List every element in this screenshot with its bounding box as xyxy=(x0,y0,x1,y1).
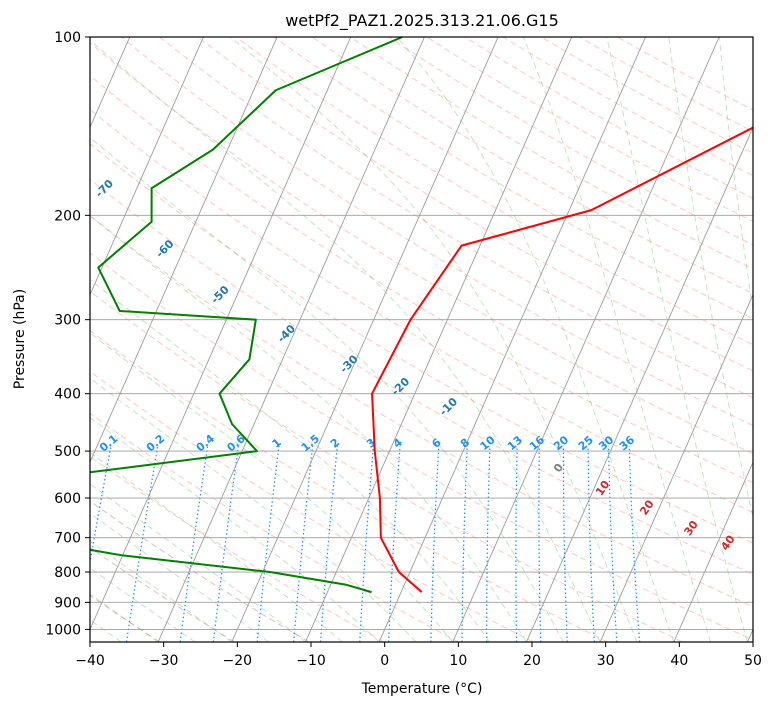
isotherm xyxy=(157,37,425,642)
isotherm xyxy=(673,460,753,642)
x-tick-label: 0 xyxy=(380,653,389,669)
y-tick-label: 600 xyxy=(54,491,81,507)
isotherm xyxy=(526,126,753,642)
moist-adiabats xyxy=(90,37,753,642)
isotherm xyxy=(599,293,753,642)
isotherm xyxy=(452,37,720,642)
dry-adiabat xyxy=(121,37,753,427)
x-tick-label: 40 xyxy=(670,653,688,669)
dry-adiabat xyxy=(90,370,534,642)
isotherm xyxy=(231,37,499,642)
y-axis-label: Pressure (hPa) xyxy=(12,289,28,389)
x-tick-label: 20 xyxy=(523,653,541,669)
dry-adiabat xyxy=(90,143,753,544)
profiles xyxy=(90,37,753,594)
y-tick-label: 300 xyxy=(54,313,81,329)
chart-title: wetPf2_PAZ1.2025.313.21.06.G15 xyxy=(285,11,559,31)
mixing-ratio-line xyxy=(628,445,641,642)
dry-adiabat xyxy=(90,330,609,642)
isotherm xyxy=(305,37,573,642)
dry-adiabat xyxy=(90,108,753,514)
moist-adiabat xyxy=(90,215,527,642)
y-axis-ticks: 100 200 300 400 500 600 700 800 900 1000 xyxy=(45,30,90,638)
mixing-ratio-line xyxy=(293,445,314,642)
dry-adiabats xyxy=(90,37,753,642)
dry-adiabat xyxy=(90,290,683,642)
x-tick-label: −30 xyxy=(149,653,179,669)
moist-adiabat xyxy=(90,137,564,642)
mixing-ratio-line xyxy=(125,445,159,642)
dry-adiabat xyxy=(90,594,161,642)
dewpoint-profile xyxy=(90,37,403,594)
moist-adiabat xyxy=(90,512,269,642)
moist-adiabat xyxy=(90,483,306,642)
x-tick-label: −10 xyxy=(296,653,326,669)
isotherm xyxy=(90,37,352,631)
moist-adiabat xyxy=(90,279,491,642)
mixing-ratio-line xyxy=(607,445,618,642)
isotherm xyxy=(90,37,278,464)
dry-adiabat xyxy=(90,178,753,576)
dry-adiabat xyxy=(90,455,385,642)
plot-frame xyxy=(89,36,754,643)
isotherm xyxy=(378,37,646,642)
mixing-ratio-line xyxy=(212,445,240,642)
dry-adiabat xyxy=(311,37,753,295)
x-axis-ticks: −40 −30 −20 −10 0 10 20 30 40 50 xyxy=(75,642,762,669)
x-tick-label: −20 xyxy=(223,653,253,669)
mixing-ratio-line xyxy=(256,445,280,642)
isobars xyxy=(90,37,753,630)
y-tick-label: 100 xyxy=(54,30,81,46)
dry-adiabat xyxy=(273,37,753,320)
skewed-isotherms xyxy=(90,37,753,642)
moist-adiabat xyxy=(606,37,748,642)
x-tick-label: 50 xyxy=(744,653,762,669)
moist-adiabat xyxy=(90,332,454,642)
dry-adiabat xyxy=(90,412,459,642)
moist-adiabat xyxy=(90,540,233,642)
y-tick-label: 400 xyxy=(54,387,81,403)
moist-adiabat xyxy=(90,39,601,642)
isotherm xyxy=(90,37,204,296)
y-tick-label: 200 xyxy=(54,208,81,224)
moist-adiabat xyxy=(230,37,638,642)
y-tick-label: 900 xyxy=(54,595,81,611)
x-axis-label: Temperature (°C) xyxy=(361,681,483,697)
y-tick-label: 700 xyxy=(54,531,81,547)
x-tick-label: 30 xyxy=(597,653,615,669)
y-tick-label: 1000 xyxy=(45,622,81,638)
dry-adiabat xyxy=(159,37,753,399)
dry-adiabat xyxy=(90,500,310,642)
y-tick-label: 800 xyxy=(54,565,81,581)
x-tick-label: −40 xyxy=(75,653,105,669)
moist-adiabat xyxy=(90,567,196,642)
moist-adiabat xyxy=(396,37,675,642)
dry-adiabat xyxy=(90,214,753,608)
y-tick-label: 500 xyxy=(54,444,81,460)
moist-adiabat xyxy=(522,37,712,642)
moist-adiabat xyxy=(90,593,159,642)
mixing-ratio-line xyxy=(319,445,338,642)
x-tick-label: 10 xyxy=(449,653,467,669)
moist-adiabat xyxy=(90,416,380,642)
temperature-profile xyxy=(371,126,753,593)
